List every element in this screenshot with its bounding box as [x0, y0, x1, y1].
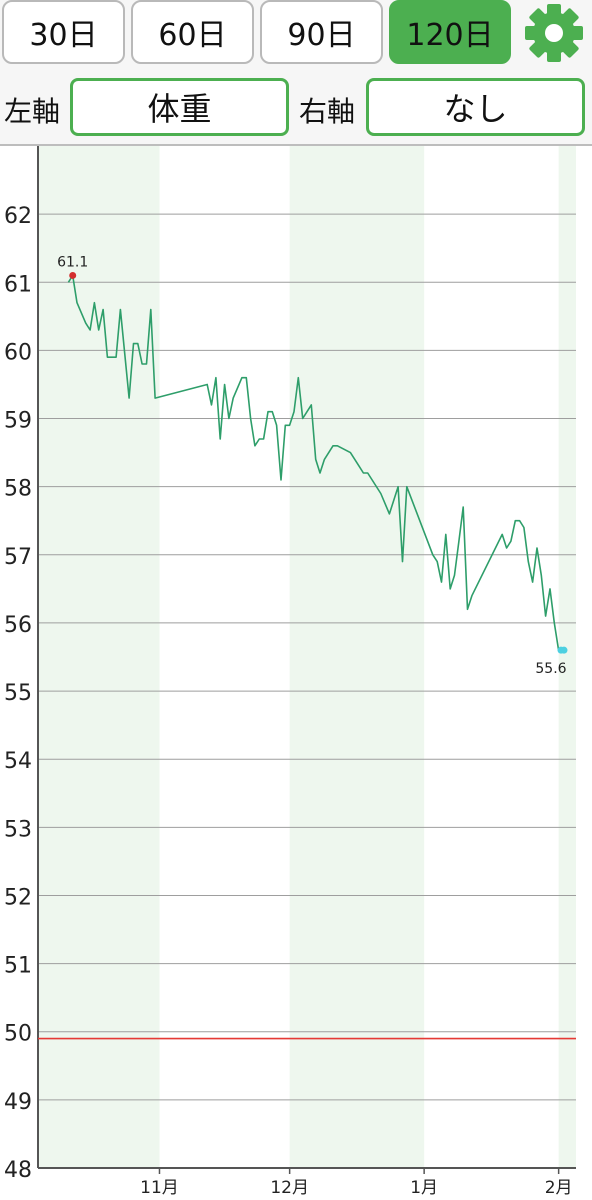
tab-90-days[interactable]: 90日 [260, 0, 383, 64]
left-axis-select[interactable]: 体重 [70, 78, 289, 136]
x-tick-label: 11月 [140, 1178, 179, 1198]
y-tick-label: 53 [4, 817, 32, 842]
y-tick-label: 52 [4, 885, 32, 910]
y-tick-label: 51 [4, 954, 32, 979]
month-band [289, 146, 425, 1168]
x-tick-label: 12月 [270, 1178, 309, 1198]
y-tick-label: 61 [4, 272, 32, 297]
x-tick-label: 2月 [545, 1178, 573, 1198]
right-axis-label: 右軸 [299, 95, 356, 128]
toolbar: 30日 60日 90日 120日 左軸 体重 右軸 なし [0, 0, 592, 146]
y-tick-label: 60 [4, 340, 32, 365]
last-point [560, 646, 568, 654]
y-tick-label: 58 [4, 477, 32, 502]
tab-30-days[interactable]: 30日 [2, 0, 125, 64]
x-tick-label: 1月 [410, 1178, 438, 1198]
y-tick-label: 62 [4, 204, 32, 229]
y-tick-label: 57 [4, 545, 32, 570]
last-value-label: 55.6 [535, 661, 566, 677]
y-tick-label: 59 [4, 409, 32, 434]
max-value-label: 61.1 [57, 254, 88, 270]
tab-60-days[interactable]: 60日 [131, 0, 254, 64]
y-tick-label: 56 [4, 613, 32, 638]
right-axis-select[interactable]: なし [366, 78, 585, 136]
month-band [558, 146, 576, 1168]
weight-chart: 48 49 50 51 52 53 54 55 56 57 58 59 60 61 62 11月 12月 1月 2月… [4, 146, 576, 1198]
max-point [69, 271, 77, 279]
tab-120-days[interactable]: 120日 [389, 0, 511, 64]
y-tick-label: 49 [4, 1090, 32, 1115]
y-tick-label: 54 [4, 749, 32, 774]
y-tick-label: 50 [4, 1022, 32, 1047]
y-tick-label: 48 [4, 1158, 32, 1183]
gear-icon[interactable] [522, 2, 586, 64]
left-axis-label: 左軸 [4, 95, 61, 128]
weight-series-line [67, 274, 563, 651]
y-tick-label: 55 [4, 681, 32, 706]
month-band [38, 146, 160, 1168]
